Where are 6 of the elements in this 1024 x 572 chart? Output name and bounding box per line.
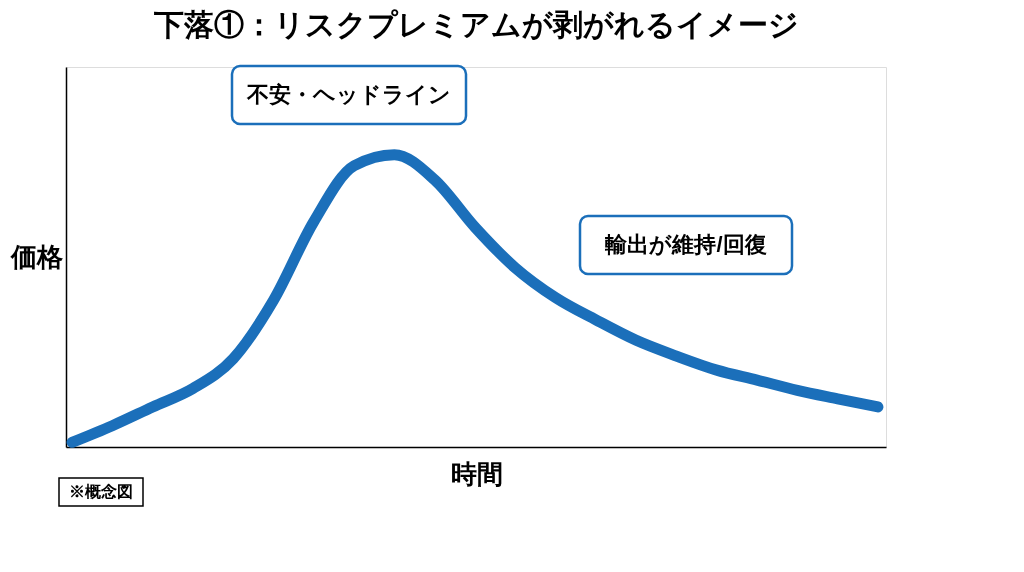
- text: ※概念図: [69, 483, 133, 500]
- chart-title: 下落①：リスクプレミアムが剥がれるイメージ: [152, 7, 799, 41]
- y-axis-title: 価格: [9, 241, 63, 272]
- annotation: 輸出が維持/回復: [604, 232, 767, 257]
- x-axis-title: 時間: [450, 458, 503, 489]
- text: 不安・ヘッドライン: [246, 82, 451, 107]
